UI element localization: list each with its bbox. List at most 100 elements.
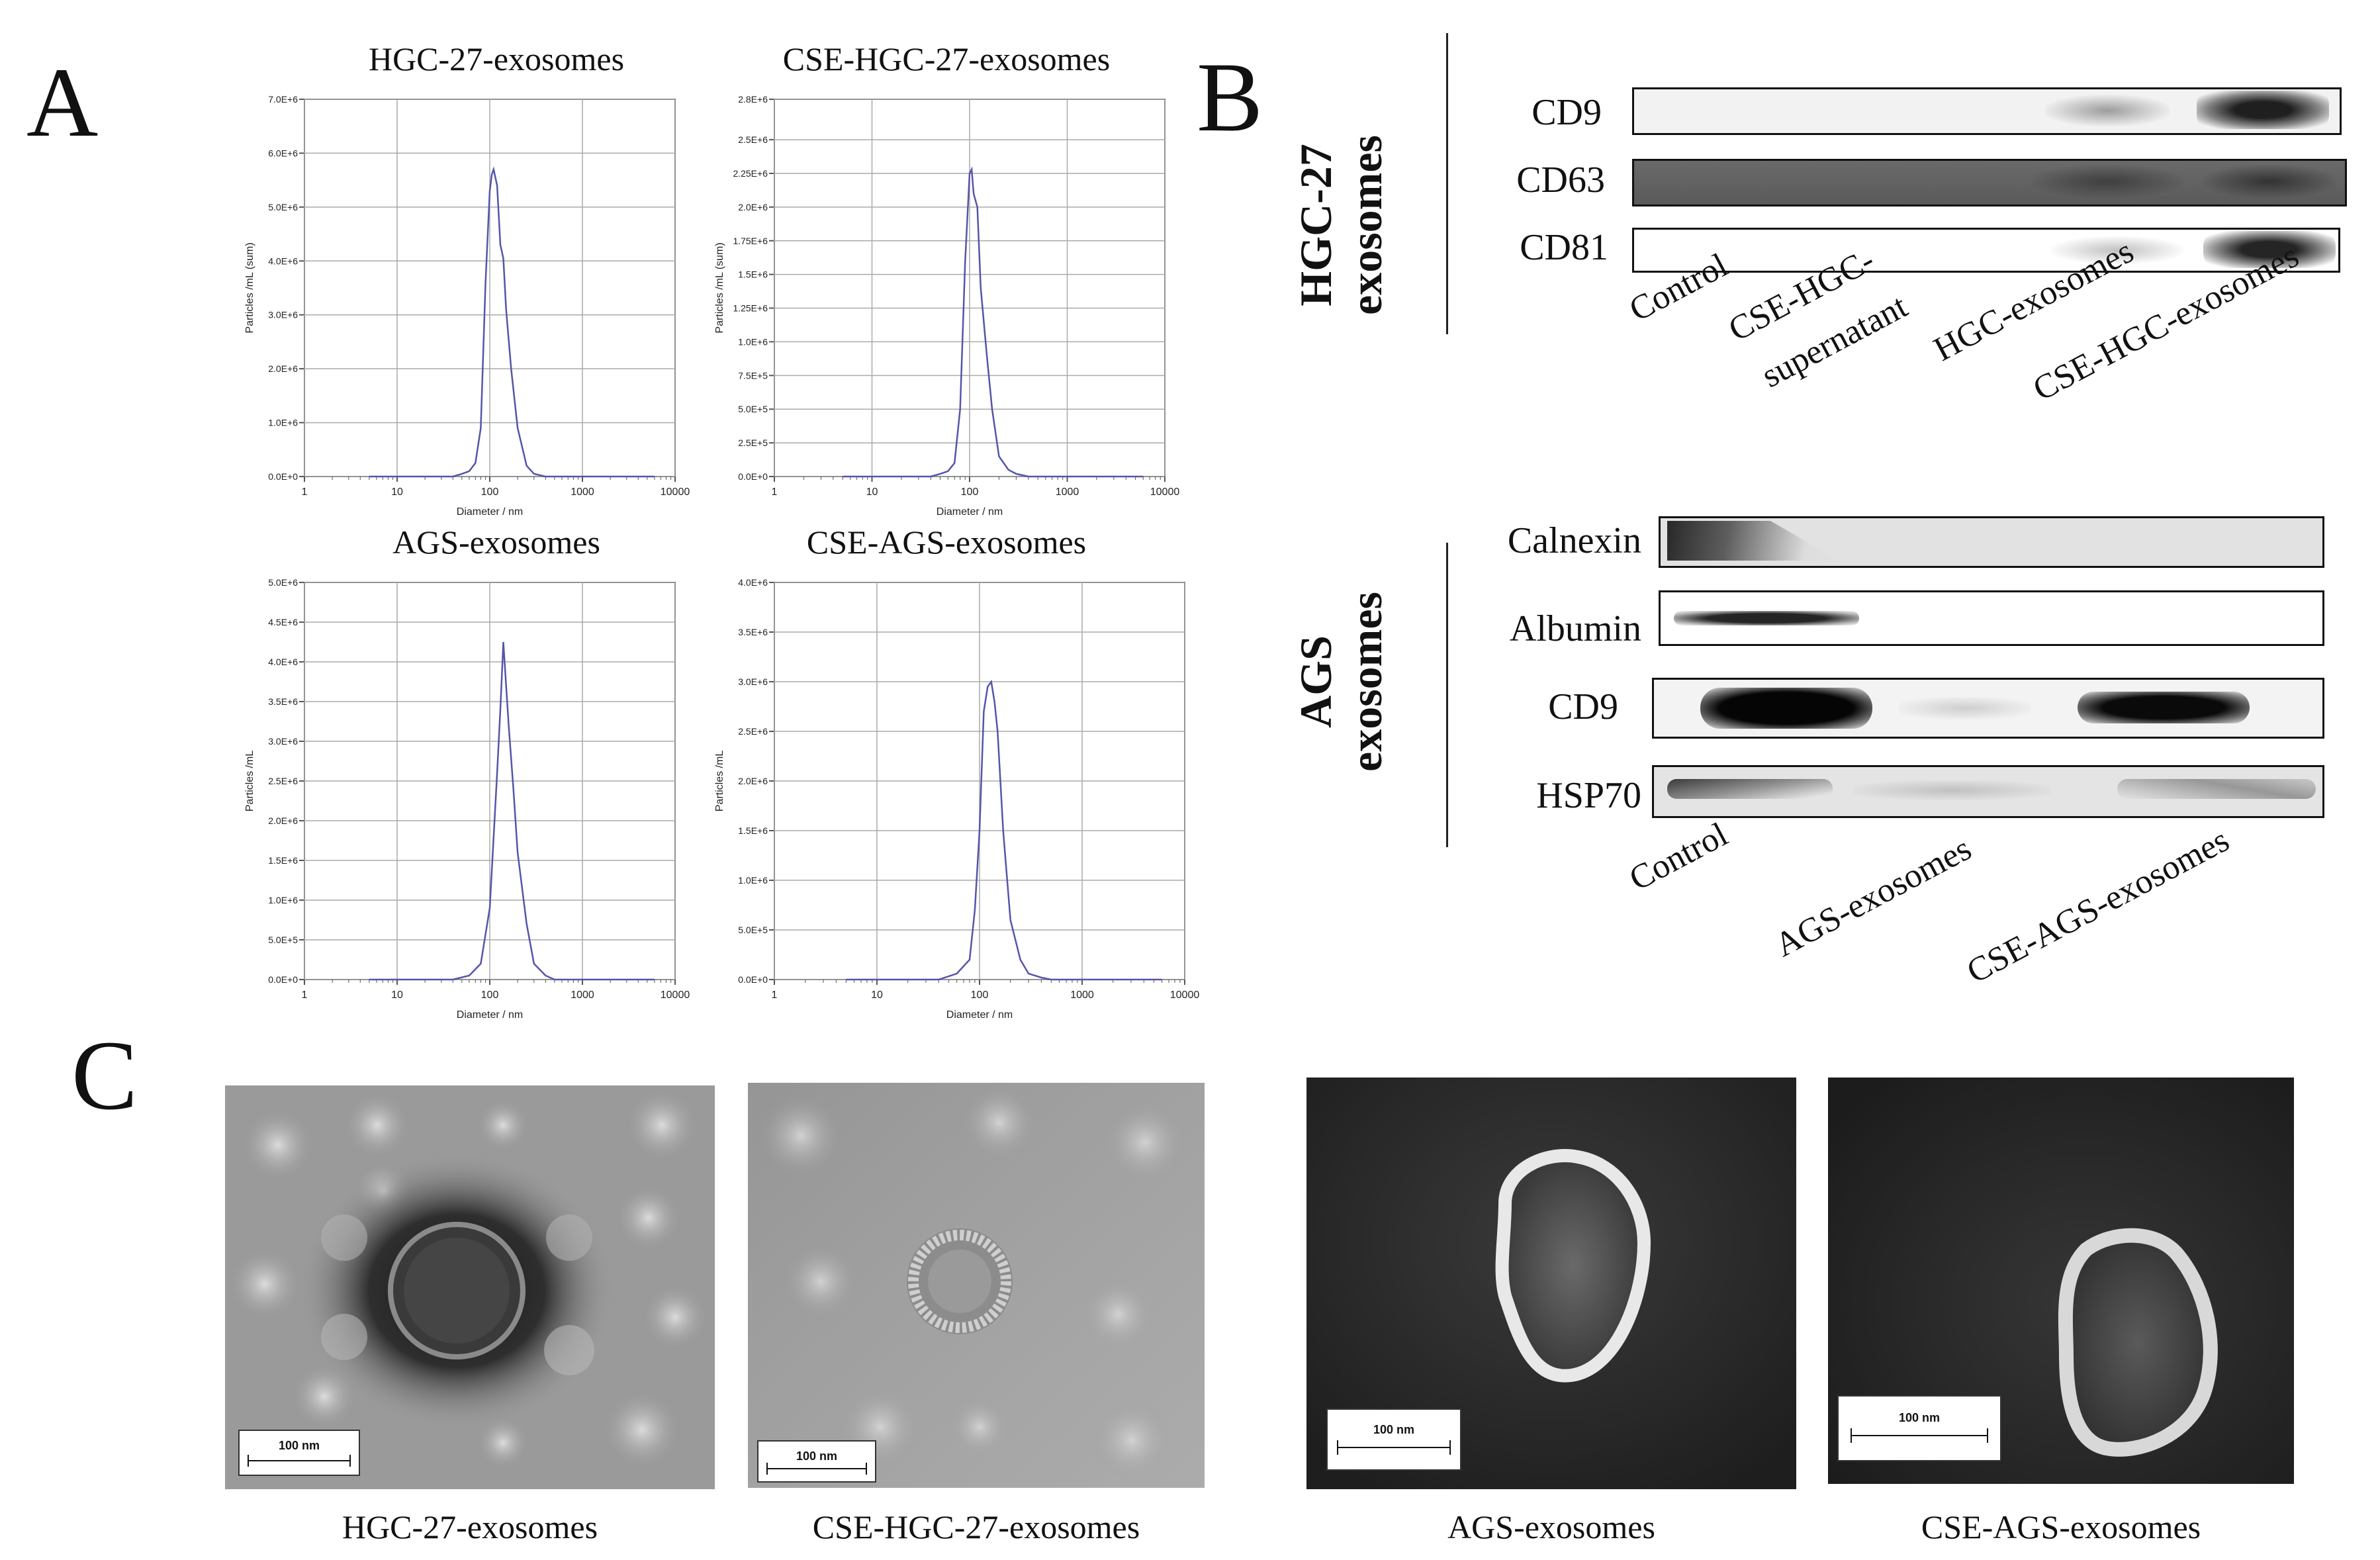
group-label-line: exosomes bbox=[1341, 592, 1391, 772]
y-tick-label: 2.5E+5 bbox=[738, 437, 768, 448]
chart-title: CSE-HGC-27-exosomes bbox=[782, 40, 1111, 77]
y-tick-label: 3.5E+6 bbox=[268, 696, 298, 707]
scale-bar-tick bbox=[866, 1463, 867, 1475]
x-tick-label: 100 bbox=[481, 989, 499, 1001]
y-tick-label: 1.0E+6 bbox=[738, 875, 768, 886]
chart-title: AGS-exosomes bbox=[392, 524, 600, 561]
scale-bar-tick bbox=[248, 1455, 249, 1467]
scale-bar-label: 100 nm bbox=[1373, 1423, 1415, 1436]
blot-band-cd81-hgc bbox=[1632, 228, 2340, 273]
band-label: CD63 bbox=[1516, 160, 1605, 201]
y-tick-label: 0.0E+0 bbox=[268, 471, 298, 482]
x-tick-label: 1 bbox=[772, 989, 778, 1001]
scale-bar-tick bbox=[349, 1455, 351, 1467]
y-tick-label: 3.0E+6 bbox=[268, 736, 298, 747]
y-tick-label: 4.0E+6 bbox=[268, 657, 298, 667]
y-tick-label: 0.0E+0 bbox=[738, 471, 768, 482]
y-tick-label: 2.0E+6 bbox=[738, 776, 768, 786]
tem-image-cse-ags: 100 nm bbox=[1828, 1078, 2294, 1484]
x-tick-label: 1 bbox=[302, 989, 308, 1001]
scale-bar-tick bbox=[1337, 1440, 1338, 1455]
y-tick-label: 5.0E+6 bbox=[268, 577, 298, 588]
panel-label-c: C bbox=[71, 1021, 138, 1130]
nta-chart-hgc27: 0.0E+0 1.0E+6 2.0E+6 3.0E+6 4.0E+6 5.0E+6 6.0E… bbox=[244, 94, 690, 518]
x-tick-label: 10 bbox=[391, 989, 403, 1001]
group-label-line: AGS bbox=[1291, 635, 1341, 728]
nta-chart-cse-ags: 0.0E+0 5.0E+5 1.0E+6 1.5E+6 2.0E+6 2.5E+6 3.0E… bbox=[714, 577, 1200, 1021]
x-tick-label: 10 bbox=[866, 486, 878, 498]
tem-caption: AGS-exosomes bbox=[1447, 1508, 1655, 1545]
x-tick-label: 10000 bbox=[1170, 989, 1200, 1001]
y-axis-label: Particles /mL bbox=[714, 751, 725, 812]
x-axis-label: Diameter / nm bbox=[457, 506, 523, 518]
group-label-ags: AGS exosomes bbox=[1291, 549, 1396, 814]
y-tick-label: 2.5E+6 bbox=[738, 134, 768, 145]
tem-image-ags: 100 nm bbox=[1306, 1078, 1796, 1489]
x-tick-label: 100 bbox=[481, 486, 499, 498]
band-label: CD9 bbox=[1548, 686, 1618, 727]
series-line bbox=[369, 641, 655, 981]
y-tick-label: 1.75E+6 bbox=[733, 236, 768, 246]
x-tick-label: 100 bbox=[961, 486, 979, 498]
group-label-line: HGC-27 bbox=[1291, 144, 1341, 306]
y-tick-label: 6.0E+6 bbox=[268, 148, 298, 158]
band-label: CD81 bbox=[1520, 227, 1608, 268]
scale-bar: 100 nm bbox=[757, 1440, 876, 1483]
y-tick-label: 1.25E+6 bbox=[733, 303, 768, 314]
y-tick-label: 2.5E+6 bbox=[268, 776, 298, 786]
lane-label: AGS-exosomes bbox=[1768, 829, 1978, 965]
series-line bbox=[843, 166, 1144, 478]
blot-band-albumin-ags bbox=[1659, 590, 2324, 646]
scale-bar-label: 100 nm bbox=[278, 1439, 320, 1452]
scale-bar-line bbox=[1851, 1435, 1988, 1436]
blot-band-calnexin-ags bbox=[1659, 516, 2324, 568]
group-divider bbox=[1446, 543, 1448, 847]
y-tick-label: 3.0E+6 bbox=[268, 310, 298, 320]
y-tick-label: 5.0E+5 bbox=[268, 935, 298, 945]
scale-bar-tick bbox=[1449, 1440, 1451, 1455]
y-tick-label: 5.0E+5 bbox=[738, 404, 768, 414]
tem-caption: CSE-HGC-27-exosomes bbox=[812, 1508, 1140, 1545]
band-label: HSP70 bbox=[1536, 775, 1641, 816]
scale-bar-line bbox=[248, 1460, 351, 1461]
y-tick-label: 5.0E+5 bbox=[738, 925, 768, 935]
x-tick-label: 10000 bbox=[661, 989, 690, 1001]
y-tick-label: 1.0E+6 bbox=[268, 895, 298, 905]
y-tick-label: 1.0E+6 bbox=[268, 418, 298, 428]
band-label: CD9 bbox=[1532, 92, 1602, 133]
panel-label-a: A bbox=[26, 48, 99, 158]
chart-title: HGC-27-exosomes bbox=[368, 40, 625, 77]
y-tick-label: 1.5E+6 bbox=[738, 269, 768, 280]
nta-chart-ags: 0.0E+0 5.0E+5 1.0E+6 1.5E+6 2.0E+6 2.5E+6 3.0E… bbox=[244, 577, 690, 1021]
x-axis-label: Diameter / nm bbox=[946, 1009, 1013, 1021]
x-tick-label: 1000 bbox=[1070, 989, 1094, 1001]
x-axis-label: Diameter / nm bbox=[937, 506, 1003, 518]
x-tick-label: 1000 bbox=[571, 989, 594, 1001]
y-tick-label: 2.5E+6 bbox=[738, 726, 768, 737]
x-tick-label: 100 bbox=[971, 989, 989, 1001]
scale-bar-tick bbox=[1851, 1428, 1852, 1443]
scale-bar-tick bbox=[766, 1463, 768, 1475]
scale-bar-tick bbox=[1987, 1428, 1988, 1443]
y-tick-label: 5.0E+6 bbox=[268, 202, 298, 212]
x-tick-label: 1 bbox=[302, 486, 308, 498]
tem-micrograph bbox=[228, 1089, 708, 1469]
tem-caption: HGC-27-exosomes bbox=[342, 1508, 598, 1545]
y-tick-label: 7.5E+5 bbox=[738, 370, 768, 381]
scale-bar: 100 nm bbox=[238, 1430, 360, 1476]
y-tick-label: 1.0E+6 bbox=[738, 336, 768, 347]
blot-band-cd9-hgc bbox=[1632, 87, 2342, 135]
lane-label: Control bbox=[1623, 815, 1734, 899]
tem-micrograph bbox=[748, 1083, 1205, 1488]
y-tick-label: 3.0E+6 bbox=[738, 676, 768, 687]
y-tick-label: 2.0E+6 bbox=[268, 815, 298, 826]
y-tick-label: 0.0E+0 bbox=[268, 974, 298, 985]
panel-label-b: B bbox=[1197, 42, 1263, 152]
x-axis-label: Diameter / nm bbox=[457, 1009, 523, 1021]
y-tick-label: 3.5E+6 bbox=[738, 627, 768, 637]
y-tick-label: 2.25E+6 bbox=[733, 168, 768, 179]
blot-band-cd9-ags bbox=[1652, 678, 2324, 739]
chart-title: CSE-AGS-exosomes bbox=[806, 524, 1087, 561]
y-tick-label: 4.0E+6 bbox=[268, 255, 298, 266]
band-label: Albumin bbox=[1509, 608, 1641, 649]
